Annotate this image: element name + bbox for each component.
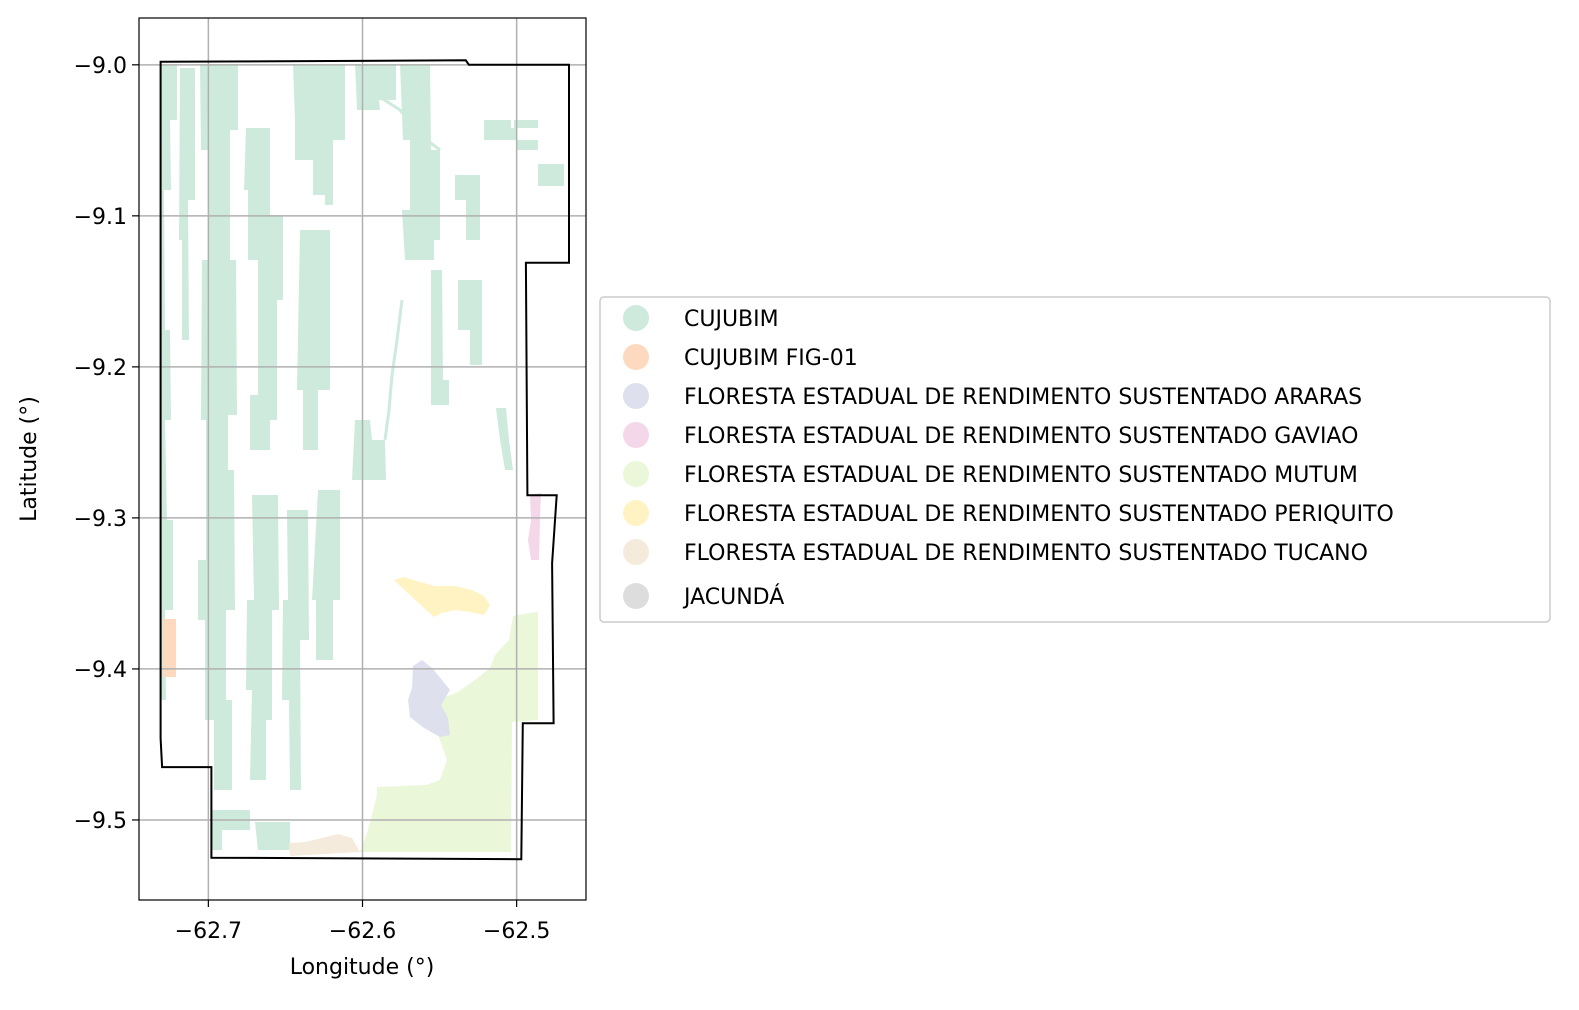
cujubim-region-band-7: [282, 510, 309, 790]
y-tick-label-2: −9.2: [74, 356, 127, 381]
cujubim-region-west: [161, 64, 177, 700]
cujubim-region-band-13: [455, 175, 480, 240]
river-line: [383, 299, 404, 441]
legend-marker-3: [623, 422, 649, 448]
cujubim-region-band-4: [246, 495, 279, 780]
y-tick-label-3: −9.3: [74, 507, 127, 532]
tucano-region: [289, 834, 360, 856]
cujubim-region-band-11: [400, 64, 440, 260]
cujubim-region-band-5: [293, 64, 345, 205]
legend-marker-2: [623, 383, 649, 409]
x-axis-ticks: −62.7 −62.6 −62.5: [175, 900, 550, 944]
legend-label-7: JACUNDÁ: [682, 584, 784, 610]
cujubim-region-band-14: [458, 280, 482, 365]
legend: CUJUBIM CUJUBIM FIG-01 FLORESTA ESTADUAL D…: [599, 296, 1551, 623]
y-tick-label-0: −9.0: [74, 54, 127, 79]
cujubim-region-band-6: [297, 230, 330, 450]
cujubim-region-band-1: [179, 68, 195, 340]
y-axis-label: Latitude (°): [17, 396, 42, 522]
legend-box: [599, 296, 1551, 623]
cujubim-region-band-8: [312, 490, 340, 660]
y-tick-label-1: −9.1: [74, 205, 127, 230]
cujubim-region-band-10: [355, 64, 396, 110]
legend-marker-1: [623, 344, 649, 370]
x-tick-label-2: −62.5: [483, 919, 550, 944]
legend-items: CUJUBIM CUJUBIM FIG-01 FLORESTA ESTADUAL D…: [623, 305, 1394, 610]
cujubim-region-band-3: [244, 128, 283, 450]
gaviao-region: [528, 493, 541, 560]
legend-label-3: FLORESTA ESTADUAL DE RENDIMENTO SUSTENTA…: [684, 424, 1358, 449]
y-tick-label-4: −9.4: [74, 658, 127, 683]
x-axis-label: Longitude (°): [290, 955, 435, 980]
legend-label-1: CUJUBIM FIG-01: [684, 346, 858, 371]
araras-region: [408, 660, 450, 737]
legend-label-6: FLORESTA ESTADUAL DE RENDIMENTO SUSTENTA…: [684, 541, 1368, 566]
legend-label-2: FLORESTA ESTADUAL DE RENDIMENTO SUSTENTA…: [684, 385, 1362, 410]
legend-marker-4: [623, 461, 649, 487]
x-tick-label-1: −62.6: [329, 919, 396, 944]
legend-marker-7: [623, 583, 649, 609]
legend-label-0: CUJUBIM: [684, 307, 779, 332]
cujubim-region-band-12: [431, 270, 449, 405]
y-tick-label-5: −9.5: [74, 809, 127, 834]
x-tick-label-0: −62.7: [175, 919, 242, 944]
cujubim-region-band-16: [538, 164, 564, 186]
map-plot-area: [139, 18, 586, 900]
river-line-north: [371, 90, 441, 152]
study-area-boundary: [159, 59, 570, 861]
grid-lines: [139, 18, 586, 900]
periquito-region: [394, 577, 490, 617]
cujubim-region-band-17: [496, 408, 513, 470]
cujubim-region-band-9: [352, 420, 386, 480]
legend-marker-5: [623, 500, 649, 526]
legend-label-4: FLORESTA ESTADUAL DE RENDIMENTO SUSTENTA…: [684, 463, 1358, 488]
cujubim-region-band-15: [484, 120, 538, 150]
y-axis-ticks: −9.0 −9.1 −9.2 −9.3 −9.4 −9.5: [74, 54, 139, 834]
legend-marker-6: [623, 539, 649, 565]
cujubim-region-band-19: [255, 822, 290, 850]
legend-label-5: FLORESTA ESTADUAL DE RENDIMENTO SUSTENTA…: [684, 502, 1394, 527]
cujubim-fig-01-region: [163, 619, 176, 677]
legend-marker-0: [623, 305, 649, 331]
